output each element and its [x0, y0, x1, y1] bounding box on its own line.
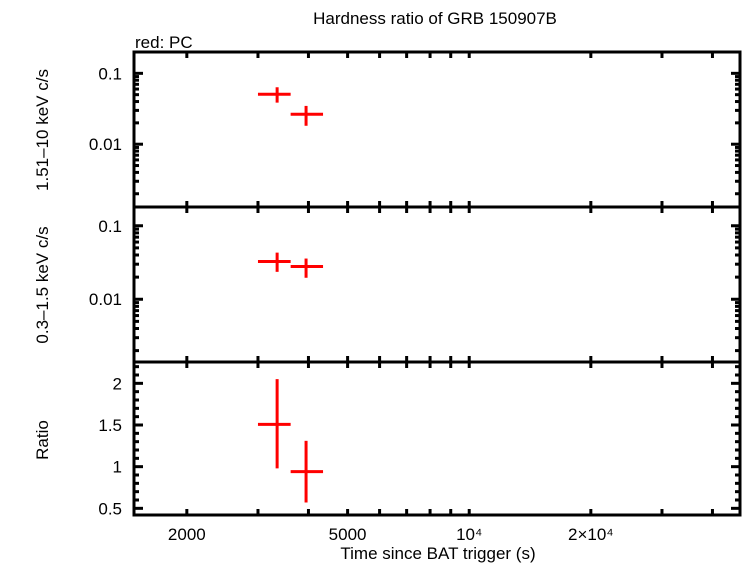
y-tick-label: 1.5: [98, 416, 122, 435]
y-tick-label: 1: [113, 458, 122, 477]
y-tick-label: 0.1: [98, 64, 122, 83]
x-tick-label: 10⁴: [456, 525, 482, 544]
legend-note: red: PC: [135, 33, 193, 52]
panel-frame: [132, 360, 742, 517]
panel-frame: [132, 205, 742, 364]
x-axis-label: Time since BAT trigger (s): [340, 544, 535, 563]
x-tick-label: 5000: [329, 525, 367, 544]
panel-frame: [132, 50, 742, 209]
chart-title: Hardness ratio of GRB 150907B: [313, 9, 557, 28]
y-axis-label-middle: 0.3–1.5 keV c/s: [33, 226, 52, 343]
y-tick-label: 0.01: [89, 290, 122, 309]
y-tick-label: 2: [113, 374, 122, 393]
y-tick-label: 0.01: [89, 135, 122, 154]
x-tick-label: 2×10⁴: [568, 525, 614, 544]
y-axis-label-ratio: Ratio: [33, 420, 52, 460]
y-tick-label: 0.5: [98, 499, 122, 518]
y-axis-label-top: 1.51–10 keV c/s: [33, 69, 52, 191]
y-tick-label: 0.1: [98, 217, 122, 236]
x-tick-label: 2000: [168, 525, 206, 544]
